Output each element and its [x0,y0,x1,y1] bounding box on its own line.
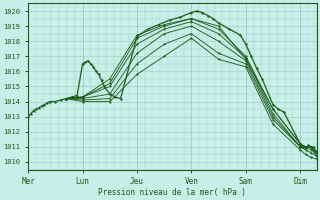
X-axis label: Pression niveau de la mer( hPa ): Pression niveau de la mer( hPa ) [98,188,246,197]
